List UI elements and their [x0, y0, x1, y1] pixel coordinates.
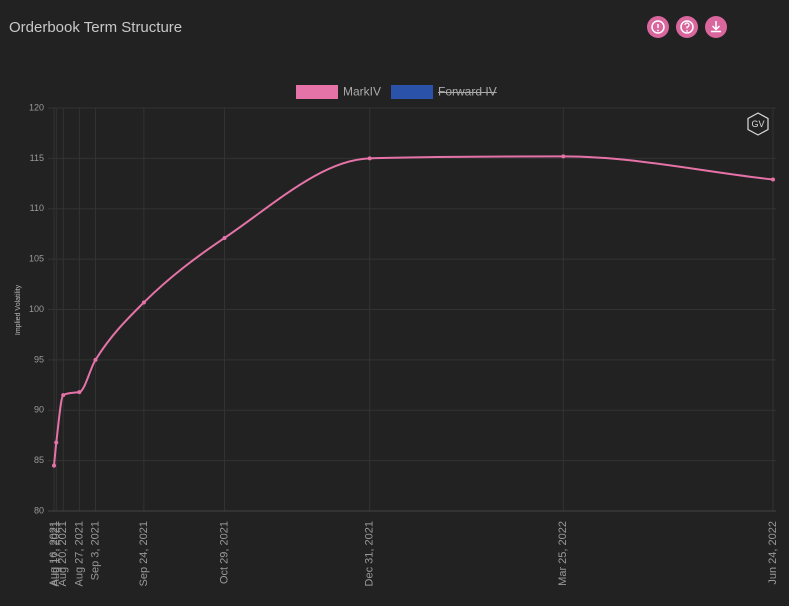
- y-tick-label: 100: [29, 304, 44, 314]
- download-button[interactable]: [705, 16, 727, 38]
- chart-title: Orderbook Term Structure: [9, 19, 182, 36]
- x-tick-label: Sep 24, 2021: [138, 521, 150, 586]
- x-tick-label: Aug 27, 2021: [73, 521, 85, 586]
- y-tick-label: 105: [29, 254, 44, 264]
- data-point: [561, 154, 566, 159]
- y-tick-label: 110: [30, 203, 44, 213]
- y-tick-label: 85: [34, 455, 44, 465]
- info-button[interactable]: [647, 16, 669, 38]
- x-tick-label: Oct 29, 2021: [218, 521, 230, 584]
- data-point: [222, 235, 227, 240]
- x-tick-label: Dec 31, 2021: [364, 521, 376, 586]
- data-point: [61, 393, 66, 398]
- help-button[interactable]: [676, 16, 698, 38]
- x-tick-label: Jun 24, 2022: [767, 521, 779, 585]
- x-tick-label: Aug 17, 2021: [50, 521, 62, 586]
- data-point: [77, 390, 82, 395]
- legend-item[interactable]: MarkIV: [296, 85, 381, 99]
- data-point: [54, 440, 59, 445]
- x-tick-label: Sep 3, 2021: [89, 521, 101, 580]
- logo: GV: [747, 112, 769, 136]
- data-point: [367, 156, 372, 161]
- legend-label: Forward IV: [438, 85, 497, 99]
- y-tick-label: 90: [34, 405, 44, 415]
- x-tick-label: Aug 20, 2021: [57, 521, 69, 586]
- legend-swatch: [391, 85, 434, 99]
- x-tick-label: Mar 25, 2022: [557, 521, 569, 586]
- data-point: [93, 357, 98, 362]
- data-point: [52, 463, 56, 468]
- logo-text: GV: [751, 119, 764, 129]
- legend-swatch: [296, 85, 338, 99]
- legend-label: MarkIV: [343, 85, 381, 99]
- data-point: [771, 177, 775, 182]
- y-tick-label: 80: [34, 505, 44, 515]
- data-point: [141, 300, 146, 305]
- legend-item[interactable]: Forward IV: [391, 85, 497, 99]
- y-tick-label: 120: [29, 102, 44, 112]
- y-tick-label: 95: [34, 354, 44, 364]
- y-tick-label: 115: [30, 153, 44, 163]
- x-tick-label: Aug 16, 2021: [48, 521, 60, 586]
- y-axis-label: Implied Volatility: [15, 284, 22, 335]
